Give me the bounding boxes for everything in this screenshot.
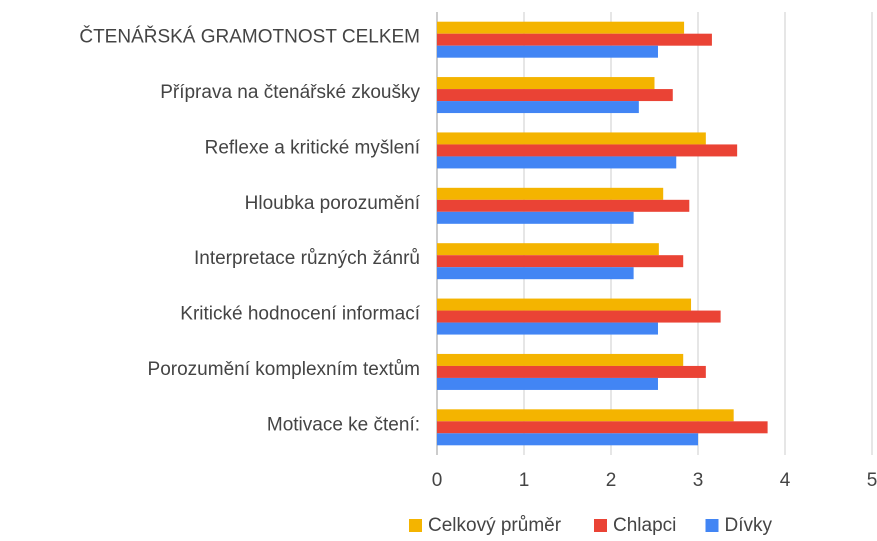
bar (437, 21, 685, 34)
category-label: Reflexe a kritické myšlení (205, 137, 421, 158)
bar (437, 156, 677, 169)
x-tick-label: 5 (867, 470, 877, 491)
category-label: ČTENÁŘSKÁ GRAMOTNOST CELKEM (79, 26, 420, 48)
bar (437, 322, 658, 335)
bar (437, 89, 673, 102)
bar (437, 199, 690, 212)
bar (437, 433, 698, 446)
legend-label: Chlapci (613, 515, 676, 536)
bar (437, 310, 721, 323)
bar (437, 267, 634, 280)
x-tick-label: 1 (519, 470, 530, 491)
x-tick-label: 0 (432, 470, 443, 491)
bar (437, 298, 692, 311)
bar (437, 45, 658, 58)
category-label: Interpretace různých žánrů (194, 248, 420, 269)
bar (437, 211, 634, 224)
bar (437, 255, 684, 268)
category-label: Porozumění komplexním textům (148, 359, 420, 380)
bar (437, 132, 706, 145)
category-label: Příprava na čtenářské zkoušky (160, 82, 420, 103)
category-label: Motivace ke čtení: (267, 414, 420, 435)
legend-label: Celkový průměr (428, 515, 562, 536)
legend-swatch (594, 519, 607, 532)
category-label: Hloubka porozumění (245, 193, 421, 214)
x-tick-label: 4 (780, 470, 791, 491)
legend-swatch (705, 519, 719, 532)
category-label: Kritické hodnocení informací (180, 304, 420, 325)
legend-swatch (409, 519, 422, 532)
bar (437, 101, 639, 114)
bar (437, 33, 712, 46)
bar (437, 144, 738, 157)
bar (437, 377, 658, 390)
bar (437, 421, 768, 434)
x-tick-label: 2 (606, 470, 617, 491)
bar (437, 243, 659, 256)
x-tick-label: 3 (693, 470, 704, 491)
bar (437, 409, 734, 422)
legend-label: Dívky (725, 515, 773, 536)
bar (437, 187, 664, 200)
bar (437, 353, 684, 366)
bar (437, 365, 706, 378)
bar (437, 77, 655, 90)
